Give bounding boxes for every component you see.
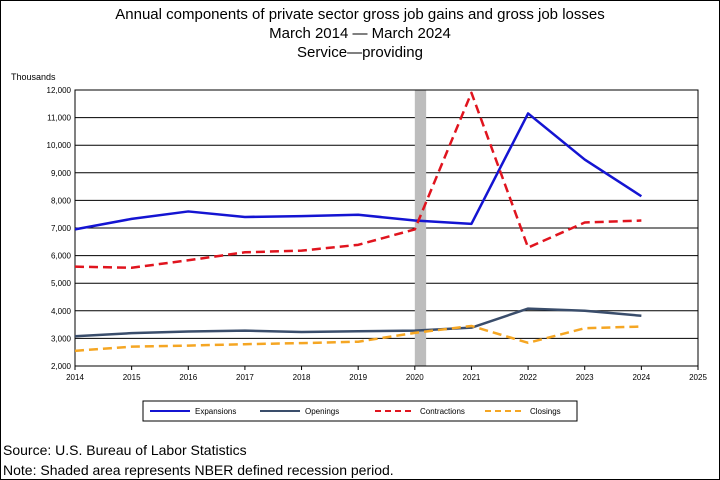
y-tick-label: 12,000: [47, 86, 72, 95]
y-tick-label: 9,000: [51, 169, 72, 178]
axes: 2,000 3,000 4,000 5,000 6,000 7,000 8,000 9,000…: [47, 86, 708, 382]
legend-label-expansions: Expansions: [195, 407, 236, 416]
series-line-contractions: [74, 91, 642, 269]
x-tick-label: 2015: [123, 373, 141, 382]
x-tick-label: 2018: [293, 373, 311, 382]
x-tick-label: 2022: [519, 373, 537, 382]
plot-border: [74, 89, 699, 367]
y-tick-label: 5,000: [51, 279, 72, 288]
legend-label-closings: Closings: [530, 407, 561, 416]
y-tick-label: 6,000: [51, 252, 72, 261]
x-tick-label: 2023: [576, 373, 594, 382]
series-line-openings: [74, 307, 642, 338]
legend-box: [142, 400, 578, 422]
source-note: Source: U.S. Bureau of Labor Statistics: [3, 442, 247, 458]
recession-shading-layer: [414, 90, 427, 366]
y-tick-label: 11,000: [47, 114, 71, 123]
y-axis-label: Thousands: [11, 72, 56, 82]
y-tick-label: 7,000: [51, 224, 72, 233]
chart-subtitle-dates: March 2014 — March 2024: [269, 25, 451, 42]
series-lines: [74, 91, 643, 353]
series-line-expansions: [74, 112, 643, 231]
chart-notes: Source: U.S. Bureau of Labor Statistics …: [3, 440, 394, 480]
grid-lines: [75, 89, 698, 367]
chart-subtitle-sector: Service—providing: [297, 44, 423, 61]
x-tick-label: 2017: [236, 373, 254, 382]
x-tick-label: 2016: [179, 373, 197, 382]
y-tick-label: 8,000: [51, 196, 72, 205]
y-tick-label: 2,000: [51, 362, 72, 371]
recession-note: Note: Shaded area represents NBER define…: [3, 462, 394, 478]
chart-title-block: Annual components of private sector gros…: [0, 5, 720, 62]
series-line-closings: [74, 324, 642, 353]
x-tick-label: 2020: [406, 373, 424, 382]
y-tick-label: 10,000: [47, 141, 72, 150]
x-tick-label: 2021: [463, 373, 481, 382]
x-tick-label: 2014: [66, 373, 84, 382]
legend-label-contractions: Contractions: [420, 407, 465, 416]
legend-label-openings: Openings: [305, 407, 339, 416]
y-tick-label: 4,000: [51, 307, 72, 316]
y-tick-label: 3,000: [51, 334, 72, 343]
x-tick-label: 2025: [689, 373, 707, 382]
x-tick-label: 2024: [632, 373, 650, 382]
recession-band: [414, 90, 427, 366]
chart-title: Annual components of private sector gros…: [115, 6, 605, 23]
legend: Expansions Openings Contractions Closings: [142, 400, 578, 422]
x-tick-label: 2019: [349, 373, 367, 382]
